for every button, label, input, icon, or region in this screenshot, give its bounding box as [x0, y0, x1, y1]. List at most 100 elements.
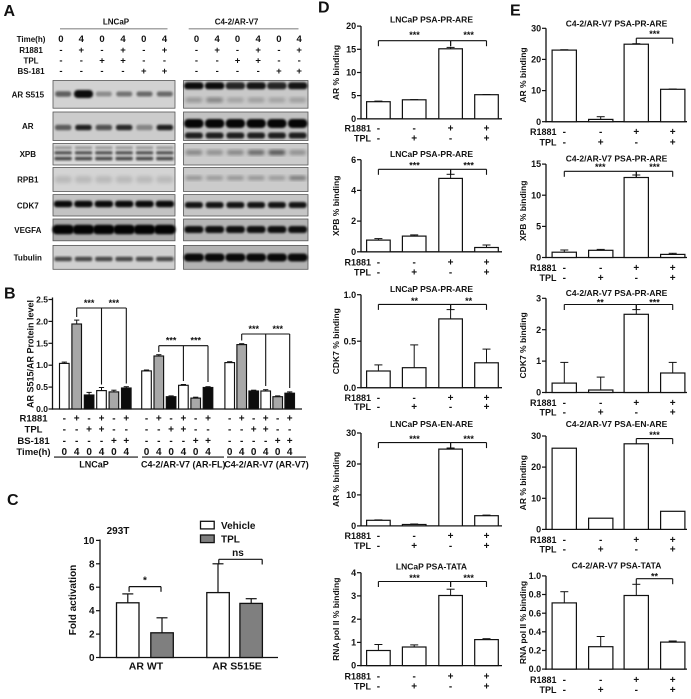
svg-text:10: 10 — [346, 68, 356, 78]
svg-text:0.0: 0.0 — [344, 383, 357, 393]
svg-text:20: 20 — [531, 55, 541, 65]
svg-text:***: *** — [166, 336, 177, 346]
svg-text:CDK7: CDK7 — [17, 201, 39, 210]
svg-text:2: 2 — [351, 614, 356, 624]
svg-text:+: + — [670, 273, 676, 284]
svg-text:1.0: 1.0 — [344, 290, 357, 300]
svg-text:-: - — [236, 45, 239, 56]
svg-text:***: *** — [463, 30, 474, 40]
svg-text:AR % binding: AR % binding — [331, 452, 341, 507]
svg-text:+: + — [168, 425, 174, 436]
svg-text:TPL: TPL — [354, 402, 372, 412]
svg-text:10: 10 — [346, 490, 356, 500]
svg-text:15: 15 — [531, 159, 541, 169]
svg-text:XPB % binding: XPB % binding — [518, 181, 528, 241]
svg-text:8: 8 — [89, 559, 95, 570]
svg-text:0: 0 — [351, 661, 356, 671]
svg-text:***: *** — [649, 162, 660, 172]
svg-text:-: - — [59, 56, 62, 67]
svg-text:-: - — [449, 134, 452, 145]
svg-text:LNCaP: LNCaP — [103, 18, 130, 27]
svg-text:VEGFA: VEGFA — [14, 226, 41, 235]
svg-text:TPL: TPL — [540, 545, 558, 555]
svg-text:-: - — [163, 56, 166, 67]
svg-text:0: 0 — [111, 447, 117, 458]
svg-text:+: + — [670, 545, 676, 556]
svg-text:-: - — [87, 436, 90, 447]
svg-text:+: + — [193, 436, 199, 447]
svg-text:+: + — [670, 675, 676, 686]
svg-text:Time(h): Time(h) — [16, 447, 50, 458]
svg-text:***: *** — [649, 29, 660, 39]
svg-text:0.0: 0.0 — [529, 664, 542, 674]
svg-text:AR % binding: AR % binding — [518, 455, 528, 510]
svg-text:-: - — [298, 56, 301, 67]
svg-text:0.6: 0.6 — [529, 608, 542, 618]
svg-text:+: + — [99, 425, 105, 436]
svg-text:-: - — [216, 66, 219, 77]
svg-text:-: - — [194, 413, 197, 424]
svg-text:+: + — [251, 425, 257, 436]
svg-text:R1881: R1881 — [344, 123, 371, 133]
svg-text:0: 0 — [536, 253, 541, 263]
svg-text:+: + — [598, 545, 604, 556]
svg-text:-: - — [75, 436, 78, 447]
svg-text:20: 20 — [346, 21, 356, 31]
svg-text:30: 30 — [346, 428, 356, 438]
svg-text:-: - — [252, 436, 255, 447]
svg-text:-: - — [635, 273, 638, 284]
svg-text:***: *** — [649, 297, 660, 307]
svg-text:+: + — [86, 425, 92, 436]
svg-text:C4-2/AR-V7 PSA-TATA: C4-2/AR-V7 PSA-TATA — [572, 561, 662, 571]
svg-text:-: - — [377, 682, 380, 693]
svg-text:BS-181: BS-181 — [17, 67, 45, 76]
svg-text:4: 4 — [215, 34, 221, 45]
svg-text:Tubulin: Tubulin — [14, 253, 42, 262]
svg-text:AR S515: AR S515 — [12, 90, 45, 99]
svg-text:**: ** — [651, 571, 659, 581]
svg-text:TPL: TPL — [540, 408, 558, 418]
svg-text:+: + — [633, 675, 639, 686]
svg-text:293T: 293T — [107, 526, 130, 537]
svg-text:-: - — [228, 425, 231, 436]
svg-text:R1881: R1881 — [19, 46, 43, 55]
svg-text:0: 0 — [251, 447, 257, 458]
svg-text:+: + — [162, 45, 168, 56]
svg-text:-: - — [449, 402, 452, 413]
svg-text:-: - — [277, 45, 280, 56]
svg-text:4: 4 — [297, 34, 303, 45]
svg-text:-: - — [599, 398, 602, 409]
svg-text:4: 4 — [124, 447, 130, 458]
svg-text:D: D — [318, 0, 330, 17]
svg-text:-: - — [563, 675, 566, 686]
svg-text:-: - — [240, 436, 243, 447]
svg-text:-: - — [206, 425, 209, 436]
svg-text:0.5: 0.5 — [36, 382, 48, 392]
svg-text:+: + — [74, 413, 80, 424]
svg-text:+: + — [263, 413, 269, 424]
svg-text:-: - — [145, 425, 148, 436]
svg-text:-: - — [63, 436, 66, 447]
svg-text:-: - — [264, 436, 267, 447]
svg-text:C4-2/AR-V7 (AR-FL): C4-2/AR-V7 (AR-FL) — [141, 459, 226, 469]
svg-text:-: - — [252, 413, 255, 424]
svg-text:4: 4 — [205, 447, 211, 458]
svg-text:Time(h): Time(h) — [17, 35, 46, 44]
svg-text:+: + — [411, 134, 417, 145]
svg-text:-: - — [377, 671, 380, 682]
svg-text:-: - — [563, 398, 566, 409]
svg-text:+: + — [633, 535, 639, 546]
svg-text:-: - — [563, 127, 566, 138]
svg-text:AR % binding: AR % binding — [518, 47, 528, 102]
svg-text:TPL: TPL — [354, 268, 372, 278]
svg-text:5: 5 — [536, 222, 541, 232]
svg-text:+: + — [484, 531, 490, 542]
svg-text:-: - — [80, 66, 83, 77]
svg-text:***: *** — [84, 298, 95, 308]
svg-text:0: 0 — [351, 114, 356, 124]
svg-text:1: 1 — [351, 638, 356, 648]
svg-text:-: - — [80, 56, 83, 67]
svg-text:-: - — [59, 66, 62, 77]
svg-text:-: - — [142, 56, 145, 67]
svg-text:LNCaP PSA-EN-ARE: LNCaP PSA-EN-ARE — [390, 419, 473, 429]
